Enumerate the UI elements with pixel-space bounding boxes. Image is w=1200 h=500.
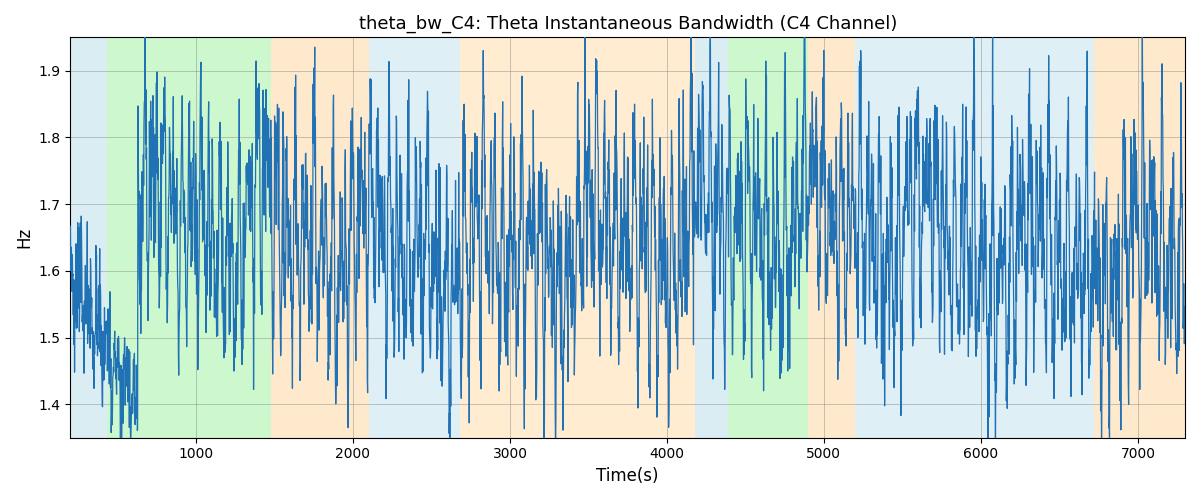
X-axis label: Time(s): Time(s) — [596, 467, 659, 485]
Bar — [856, 38, 1051, 438]
Y-axis label: Hz: Hz — [14, 227, 32, 248]
Bar — [728, 38, 809, 438]
Title: theta_bw_C4: Theta Instantaneous Bandwidth (C4 Channel): theta_bw_C4: Theta Instantaneous Bandwid… — [359, 15, 896, 34]
Bar — [1094, 38, 1186, 438]
Bar — [368, 38, 460, 438]
Bar — [107, 38, 271, 438]
Bar — [460, 38, 695, 438]
Bar — [1051, 38, 1094, 438]
Bar — [695, 38, 728, 438]
Bar — [71, 38, 107, 438]
Bar — [809, 38, 856, 438]
Bar — [271, 38, 368, 438]
